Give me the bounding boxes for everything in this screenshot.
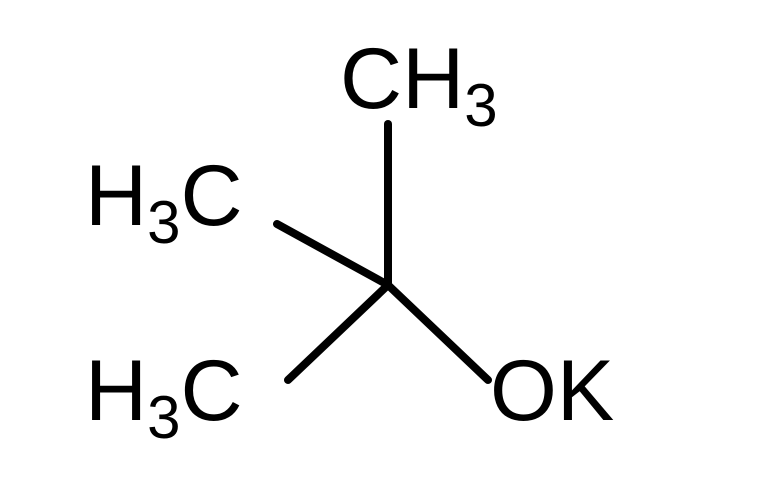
bond-line — [277, 224, 388, 285]
bond-group — [277, 124, 488, 380]
bond-line — [288, 285, 388, 380]
methyl-top-label: CH3 — [340, 31, 498, 139]
methyl-left-label: H3C — [85, 148, 243, 256]
bond-line — [388, 285, 488, 380]
alkoxide-ok-label: OK — [490, 343, 614, 439]
methyl-lower-left-label: H3C — [85, 343, 243, 451]
molecule-diagram: CH3 H3C H3C OK — [0, 0, 760, 500]
